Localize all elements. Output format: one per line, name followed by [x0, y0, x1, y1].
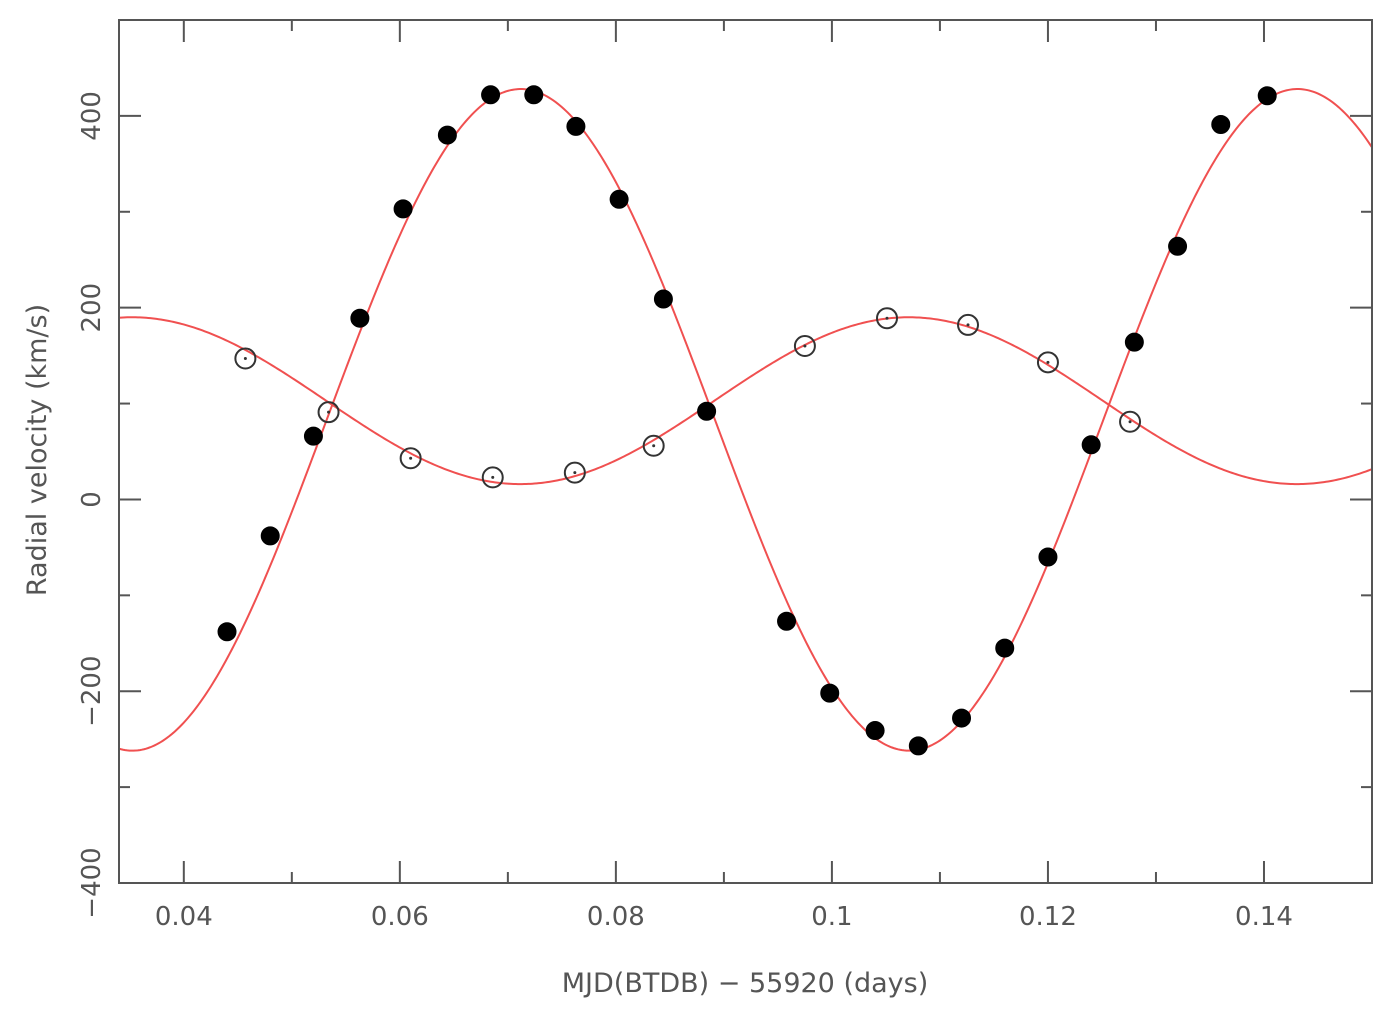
open-marker-ring — [642, 434, 665, 457]
filled-data-point — [1038, 547, 1058, 567]
open-marker-ring — [399, 447, 422, 470]
y-tick-label: −200 — [77, 656, 107, 727]
open-data-point — [1036, 351, 1059, 374]
filled-data-point — [303, 426, 323, 446]
open-marker-center — [409, 456, 413, 460]
open-marker-ring — [793, 335, 816, 358]
filled-data-point — [1124, 332, 1144, 352]
axis-ticks — [119, 19, 1373, 884]
open-marker-center — [491, 475, 495, 479]
filled-data-point — [524, 85, 544, 105]
filled-data-point — [1081, 435, 1101, 455]
x-tick-label: 0.06 — [371, 902, 429, 932]
open-marker-center — [885, 316, 889, 320]
open-marker-ring — [1119, 410, 1142, 433]
y-tick-label: 200 — [77, 283, 107, 333]
open-data-point — [957, 313, 980, 336]
filled-data-point — [820, 683, 840, 703]
y-tick-label: 0 — [77, 491, 107, 508]
filled-data-point — [217, 622, 237, 642]
filled-data-point — [609, 189, 629, 209]
filled-data-point — [260, 526, 280, 546]
filled-data-point — [393, 199, 413, 219]
x-tick-label: 0.12 — [1019, 902, 1077, 932]
open-marker-ring — [317, 401, 340, 424]
filled-data-point — [350, 308, 370, 328]
filled-data-point — [697, 401, 717, 421]
filled-data-point — [1257, 86, 1277, 106]
filled-data-point — [952, 708, 972, 728]
filled-data-point — [908, 736, 928, 756]
model-curve-2 — [119, 316, 1372, 486]
open-data-point — [642, 434, 665, 457]
filled-data-point — [481, 85, 501, 105]
open-data-point — [481, 466, 504, 489]
open-data-point — [876, 307, 899, 330]
filled-data-point — [653, 289, 673, 309]
filled-data-point — [995, 638, 1015, 658]
data-points — [217, 85, 1277, 756]
x-tick-label: 0.04 — [155, 902, 213, 932]
filled-data-point — [777, 611, 797, 631]
open-data-point — [234, 347, 257, 370]
x-axis-label: MJD(BTDB) − 55920 (days) — [562, 968, 929, 999]
tick-labels: 0.04 0.06 0.08 0.1 0.12 0.14 −400 −200 0 200 400 — [77, 91, 1293, 932]
open-marker-center — [1046, 360, 1050, 364]
filled-data-point — [437, 125, 457, 145]
open-marker-ring — [481, 466, 504, 489]
y-tick-label: −400 — [77, 847, 107, 918]
open-marker-center — [966, 323, 970, 327]
filled-data-point — [865, 721, 885, 741]
open-marker-center — [573, 471, 577, 475]
x-tick-label: 0.1 — [811, 902, 852, 932]
y-tick-label: 400 — [77, 91, 107, 141]
open-data-point — [793, 335, 816, 358]
plot-frame — [118, 19, 1373, 884]
filled-data-point — [1168, 236, 1188, 256]
open-marker-center — [1128, 420, 1132, 424]
open-marker-center — [243, 356, 247, 360]
open-data-point — [563, 461, 586, 484]
open-data-point — [317, 401, 340, 424]
open-data-point — [1119, 410, 1142, 433]
open-data-point — [399, 447, 422, 470]
y-axis-label: Radial velocity (km/s) — [22, 304, 53, 596]
open-marker-center — [803, 344, 807, 348]
open-marker-ring — [1036, 351, 1059, 374]
model-curve-1 — [119, 88, 1372, 752]
model-curves — [119, 88, 1372, 752]
filled-data-point — [566, 116, 586, 136]
x-tick-label: 0.14 — [1235, 902, 1293, 932]
open-marker-center — [652, 444, 656, 448]
open-marker-ring — [234, 347, 257, 370]
open-marker-ring — [957, 313, 980, 336]
open-marker-ring — [563, 461, 586, 484]
open-marker-center — [327, 410, 331, 414]
x-tick-label: 0.08 — [587, 902, 645, 932]
open-marker-ring — [876, 307, 899, 330]
filled-data-point — [1211, 115, 1231, 135]
